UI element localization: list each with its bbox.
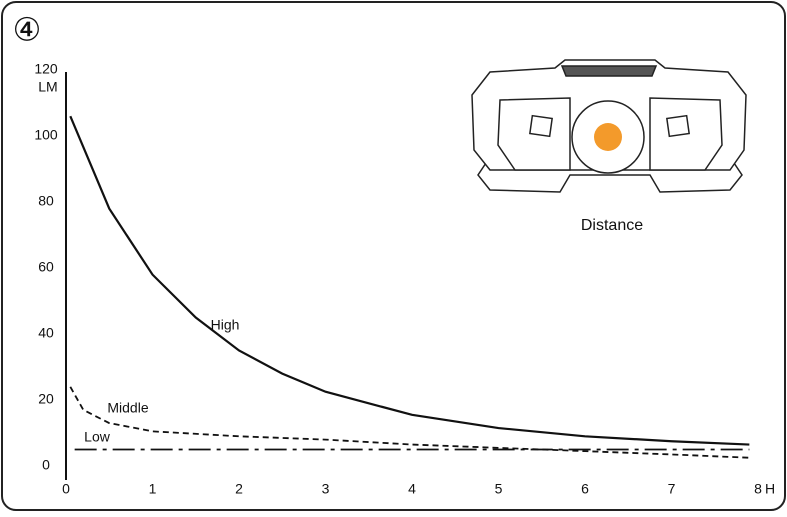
y-tick-label: 20 — [38, 391, 54, 407]
y-axis-label: LM — [38, 79, 57, 95]
x-tick-label: 2 — [235, 481, 243, 497]
x-tick-label: 1 — [149, 481, 157, 497]
y-tick-label: 80 — [38, 193, 54, 209]
x-tick-label: 5 — [495, 481, 503, 497]
badge: ④ — [13, 11, 42, 47]
series-label: Low — [84, 429, 111, 445]
line-series — [69, 386, 750, 459]
y-tick-label: 60 — [38, 259, 54, 275]
x-tick-label: 0 — [62, 481, 70, 497]
image-caption: Distance — [581, 217, 643, 234]
line-series — [69, 115, 750, 446]
series-label: Middle — [107, 400, 148, 416]
y-tick-label: 40 — [38, 325, 54, 341]
x-tick-label: 8 — [754, 481, 762, 497]
x-axis-label: H — [765, 481, 775, 497]
y-tick-label: 100 — [34, 127, 58, 143]
x-tick-label: 6 — [581, 481, 589, 497]
x-tick-label: 7 — [668, 481, 676, 497]
x-tick-label: 4 — [408, 481, 416, 497]
y-tick-label: 120 — [34, 61, 58, 77]
x-tick-label: 3 — [322, 481, 330, 497]
y-tick-label: 0 — [42, 457, 50, 473]
series-label: High — [211, 317, 240, 333]
headlamp-illustration — [471, 59, 747, 193]
